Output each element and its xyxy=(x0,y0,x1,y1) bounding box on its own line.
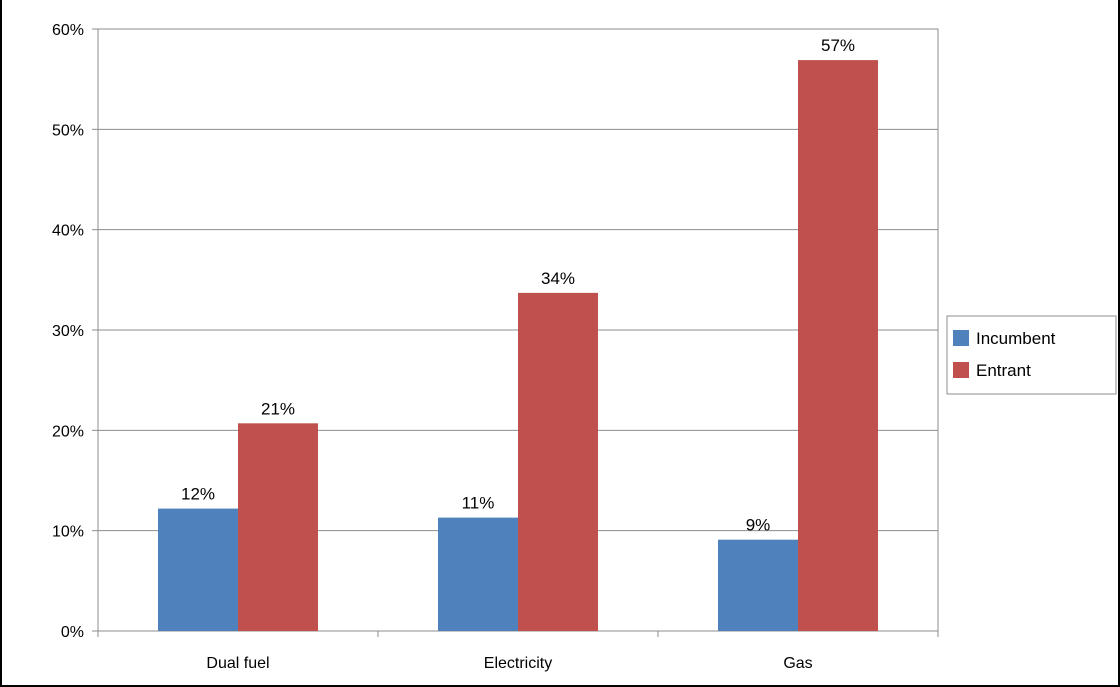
y-tick-label: 40% xyxy=(52,223,84,240)
bar-entrant xyxy=(238,423,318,631)
x-category-label: Electricity xyxy=(484,655,552,672)
data-label-entrant: 21% xyxy=(261,399,295,418)
legend-label-incumbent: Incumbent xyxy=(976,329,1056,348)
bar-incumbent xyxy=(438,517,518,631)
y-tick-label: 30% xyxy=(52,323,84,340)
bar-incumbent xyxy=(158,508,238,631)
x-category-label: Dual fuel xyxy=(206,655,269,672)
bars xyxy=(158,60,878,631)
legend-swatch-incumbent xyxy=(953,330,969,346)
legend-swatch-entrant xyxy=(953,362,969,378)
x-category-label: Gas xyxy=(783,655,812,672)
data-label-entrant: 57% xyxy=(821,36,855,55)
y-axis: 0% 10% 20% 30% 40% 50% 60% xyxy=(52,22,98,641)
y-tick-label: 50% xyxy=(52,122,84,139)
data-label-incumbent: 9% xyxy=(746,516,771,535)
legend-box xyxy=(946,315,1117,395)
y-tick-label: 10% xyxy=(52,524,84,541)
data-label-incumbent: 12% xyxy=(181,485,215,504)
legend-label-entrant: Entrant xyxy=(976,361,1031,380)
x-axis: Dual fuel Electricity Gas xyxy=(97,631,939,672)
y-tick-label: 0% xyxy=(61,624,84,641)
data-label-entrant: 34% xyxy=(541,269,575,288)
y-tick-label: 60% xyxy=(52,22,84,39)
data-label-incumbent: 11% xyxy=(462,494,495,513)
data-labels: 12% 21% 11% 34% 9% 57% xyxy=(181,36,855,535)
legend: Incumbent Entrant xyxy=(946,315,1117,395)
y-tick-label: 20% xyxy=(52,423,84,440)
bar-entrant xyxy=(518,292,598,631)
bar-entrant xyxy=(798,60,878,631)
bar-incumbent xyxy=(718,539,798,631)
